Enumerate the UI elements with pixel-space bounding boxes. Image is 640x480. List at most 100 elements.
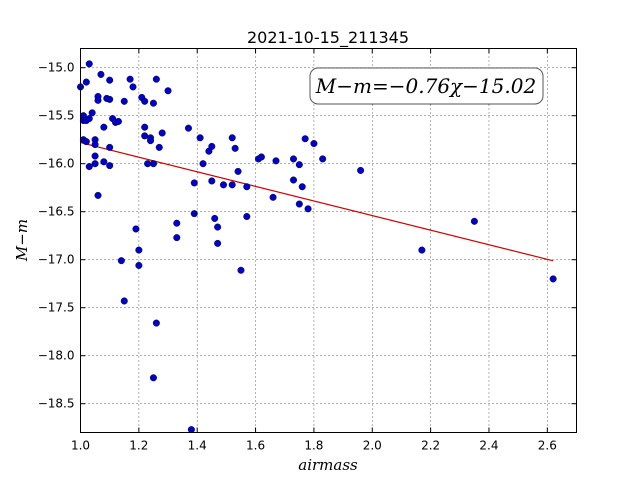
x-tick-label: 2.4 — [479, 439, 498, 453]
data-point — [85, 163, 93, 171]
data-point — [208, 142, 216, 150]
data-point — [243, 212, 251, 220]
data-point — [141, 123, 149, 131]
data-point — [211, 214, 219, 222]
data-point — [100, 123, 108, 131]
data-point — [141, 132, 149, 140]
data-point — [243, 183, 251, 191]
y-axis-label: M−m — [13, 219, 31, 262]
y-tick-label: −15.0 — [38, 61, 75, 75]
x-tick-label: 1.8 — [304, 439, 323, 453]
fit-line — [80, 141, 554, 262]
data-point — [158, 129, 166, 137]
data-point — [135, 261, 143, 269]
data-point — [418, 246, 426, 254]
equation-annotation: M−m=−0.76χ−15.02 — [309, 67, 544, 105]
data-point — [135, 246, 143, 254]
data-point — [190, 210, 198, 218]
data-point — [82, 138, 90, 146]
data-point — [149, 99, 157, 107]
data-point — [85, 115, 93, 123]
data-point — [295, 200, 303, 208]
x-tick-label: 2.6 — [538, 439, 557, 453]
data-point — [132, 225, 140, 233]
data-point — [214, 223, 222, 231]
data-point — [129, 83, 137, 91]
data-point — [228, 181, 236, 189]
data-point — [184, 124, 192, 132]
data-point — [147, 137, 155, 145]
data-point — [219, 181, 227, 189]
data-point — [237, 266, 245, 274]
data-point — [91, 140, 99, 148]
data-point — [106, 95, 114, 103]
data-point — [269, 193, 277, 201]
plot-frame — [80, 48, 577, 433]
data-point — [289, 176, 297, 184]
data-point — [187, 426, 195, 434]
tick-labels: 1.0 1.2 1.4 1.6 1.8 2.0 2.2 2.4 2.6 −15.0 −15.5 −16… — [38, 61, 557, 453]
data-point — [470, 217, 478, 225]
data-point — [199, 160, 207, 168]
data-point — [152, 319, 160, 327]
y-tick-label: −16.5 — [38, 205, 75, 219]
data-points — [76, 60, 557, 434]
data-point — [91, 152, 99, 160]
data-point — [120, 97, 128, 105]
equation-text: M−m=−0.76χ−15.02 — [315, 74, 536, 98]
data-point — [257, 153, 265, 161]
data-point — [117, 257, 125, 265]
x-tick-label: 2.0 — [363, 439, 382, 453]
data-point — [106, 76, 114, 84]
chart-title: 2021-10-15_211345 — [247, 28, 409, 48]
x-tick-label: 1.0 — [71, 439, 90, 453]
data-point — [301, 135, 309, 143]
data-point — [228, 134, 236, 142]
data-point — [231, 144, 239, 152]
data-point — [149, 374, 157, 382]
x-tick-label: 2.2 — [421, 439, 440, 453]
data-point — [173, 234, 181, 242]
data-point — [234, 167, 242, 175]
data-point — [94, 191, 102, 199]
data-point — [88, 109, 96, 117]
data-point — [106, 143, 114, 151]
data-point — [106, 162, 114, 170]
data-point — [85, 60, 93, 68]
data-point — [126, 75, 134, 83]
data-point — [298, 183, 306, 191]
data-point — [549, 275, 557, 283]
data-point — [173, 219, 181, 227]
equation-box — [309, 67, 544, 105]
data-point — [214, 239, 222, 247]
data-point — [295, 161, 303, 169]
data-point — [120, 297, 128, 305]
data-point — [310, 140, 318, 148]
data-point — [144, 160, 152, 168]
x-tick-label: 1.6 — [246, 439, 265, 453]
y-tick-label: −18.0 — [38, 349, 75, 363]
data-point — [141, 97, 149, 105]
x-tick-label: 1.2 — [129, 439, 148, 453]
y-tick-label: −16.0 — [38, 157, 75, 171]
data-point — [190, 179, 198, 187]
data-point — [152, 75, 160, 83]
data-point — [91, 160, 99, 168]
data-point — [304, 205, 312, 213]
x-tick-label: 1.4 — [188, 439, 207, 453]
data-point — [319, 155, 327, 163]
data-point — [155, 143, 163, 151]
data-point — [357, 166, 365, 174]
data-point — [114, 117, 122, 125]
fit-layer — [80, 141, 554, 262]
data-point — [82, 78, 90, 86]
data-point — [272, 157, 280, 165]
data-point — [149, 160, 157, 168]
data-point — [100, 158, 108, 166]
data-point — [97, 70, 105, 78]
data-point — [208, 177, 216, 185]
data-point — [196, 134, 204, 142]
y-tick-label: −18.5 — [38, 397, 75, 411]
y-tick-label: −17.0 — [38, 253, 75, 267]
